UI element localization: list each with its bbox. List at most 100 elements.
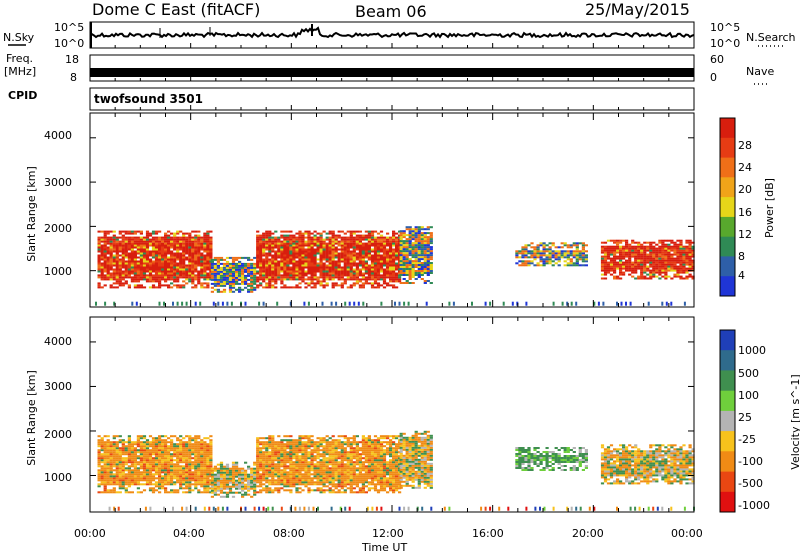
velocity-data-cell	[259, 477, 263, 480]
power-data-cell	[376, 270, 381, 273]
power-data-cell	[670, 265, 674, 268]
velocity-data-cell	[130, 455, 134, 458]
power-colorbar-segment	[720, 236, 735, 257]
power-data-cell	[136, 250, 140, 253]
velocity-data-cell	[164, 453, 168, 456]
power-data-cell	[136, 278, 140, 281]
velocity-data-cell	[173, 447, 177, 450]
velocity-data-cell	[173, 477, 177, 480]
power-data-cell	[238, 282, 242, 285]
power-data-cell	[115, 256, 119, 259]
power-data-cell	[340, 230, 344, 233]
power-data-cell	[274, 236, 278, 239]
power-data-cell	[340, 258, 344, 261]
power-data-cell	[530, 256, 534, 259]
power-data-cell	[673, 275, 677, 278]
power-data-cell	[219, 290, 224, 293]
power-data-cell	[379, 266, 384, 269]
power-data-cell	[283, 258, 287, 261]
velocity-data-cell	[185, 465, 189, 468]
velocity-data-cell	[158, 465, 162, 468]
power-data-cell	[664, 247, 668, 250]
power-data-cell	[364, 244, 368, 247]
velocity-data-cell	[277, 445, 281, 448]
power-data-cell	[164, 232, 168, 235]
power-data-cell	[289, 272, 293, 275]
power-data-cell	[292, 238, 296, 241]
power-data-cell	[334, 270, 338, 273]
power-data-cell	[652, 255, 656, 258]
power-data-cell	[118, 240, 122, 243]
power-data-cell	[334, 236, 338, 239]
velocity-data-cell	[179, 457, 183, 460]
power-data-cell	[268, 272, 272, 275]
power-data-cell	[429, 250, 433, 253]
power-data-cell	[373, 238, 378, 241]
power-data-cell	[197, 248, 201, 251]
velocity-data-cell	[225, 481, 230, 484]
power-data-cell	[194, 234, 198, 237]
power-data-cell	[373, 250, 378, 253]
velocity-data-cell	[145, 451, 150, 454]
velocity-data-cell	[139, 455, 143, 458]
velocity-data-cell	[103, 479, 107, 482]
velocity-data-cell	[286, 457, 290, 460]
velocity-data-cell	[161, 455, 165, 458]
power-data-cell	[231, 278, 236, 281]
velocity-data-cell	[170, 465, 174, 468]
velocity-data-cell	[124, 447, 128, 450]
power-data-cell	[408, 252, 412, 255]
velocity-data-cell	[262, 479, 266, 482]
power-data-cell	[298, 238, 302, 241]
velocity-data-cell	[158, 491, 162, 494]
power-data-cell	[179, 266, 183, 269]
power-data-cell	[676, 245, 680, 248]
power-data-cell	[640, 247, 644, 250]
power-data-cell	[203, 254, 207, 257]
power-data-cell	[295, 252, 299, 255]
power-data-cell	[609, 269, 614, 272]
velocity-data-cell	[179, 473, 183, 476]
power-data-cell	[133, 256, 137, 259]
velocity-data-cell	[130, 453, 134, 456]
velocity-data-cell	[139, 477, 143, 480]
power-data-cell	[121, 258, 125, 261]
velocity-data-cell	[292, 461, 296, 464]
power-data-cell	[352, 236, 356, 239]
velocity-data-cell	[127, 447, 131, 450]
power-data-cell	[277, 276, 281, 279]
power-data-cell	[358, 240, 362, 243]
power-data-cell	[429, 234, 433, 237]
velocity-data-cell	[154, 445, 159, 448]
velocity-data-cell	[194, 487, 198, 490]
power-data-cell	[616, 275, 620, 278]
power-data-cell	[361, 236, 365, 239]
power-data-cell	[423, 270, 427, 272]
power-data-cell	[100, 274, 104, 277]
power-data-cell	[581, 252, 585, 255]
velocity-data-cell	[194, 469, 198, 472]
velocity-data-cell	[139, 451, 143, 454]
power-data-cell	[536, 244, 540, 247]
power-data-cell	[331, 268, 335, 271]
velocity-data-cell	[265, 473, 269, 476]
power-data-cell	[209, 248, 213, 251]
power-data-cell	[112, 242, 116, 245]
power-data-cell	[256, 230, 260, 233]
power-data-cell	[283, 286, 287, 289]
power-data-cell	[118, 266, 122, 269]
velocity-data-cell	[213, 485, 217, 488]
power-data-cell	[524, 250, 528, 253]
power-data-cell	[200, 268, 204, 271]
power-data-cell	[569, 260, 573, 263]
power-data-cell	[652, 253, 656, 256]
velocity-data-cell	[121, 475, 125, 478]
velocity-data-cell	[164, 457, 168, 460]
power-data-cell	[158, 262, 162, 265]
power-data-cell	[106, 262, 110, 265]
power-data-cell	[533, 254, 537, 257]
velocity-data-cell	[283, 463, 287, 466]
power-data-cell	[340, 260, 344, 263]
velocity-data-cell	[225, 465, 230, 468]
velocity-data-cell	[286, 465, 290, 468]
